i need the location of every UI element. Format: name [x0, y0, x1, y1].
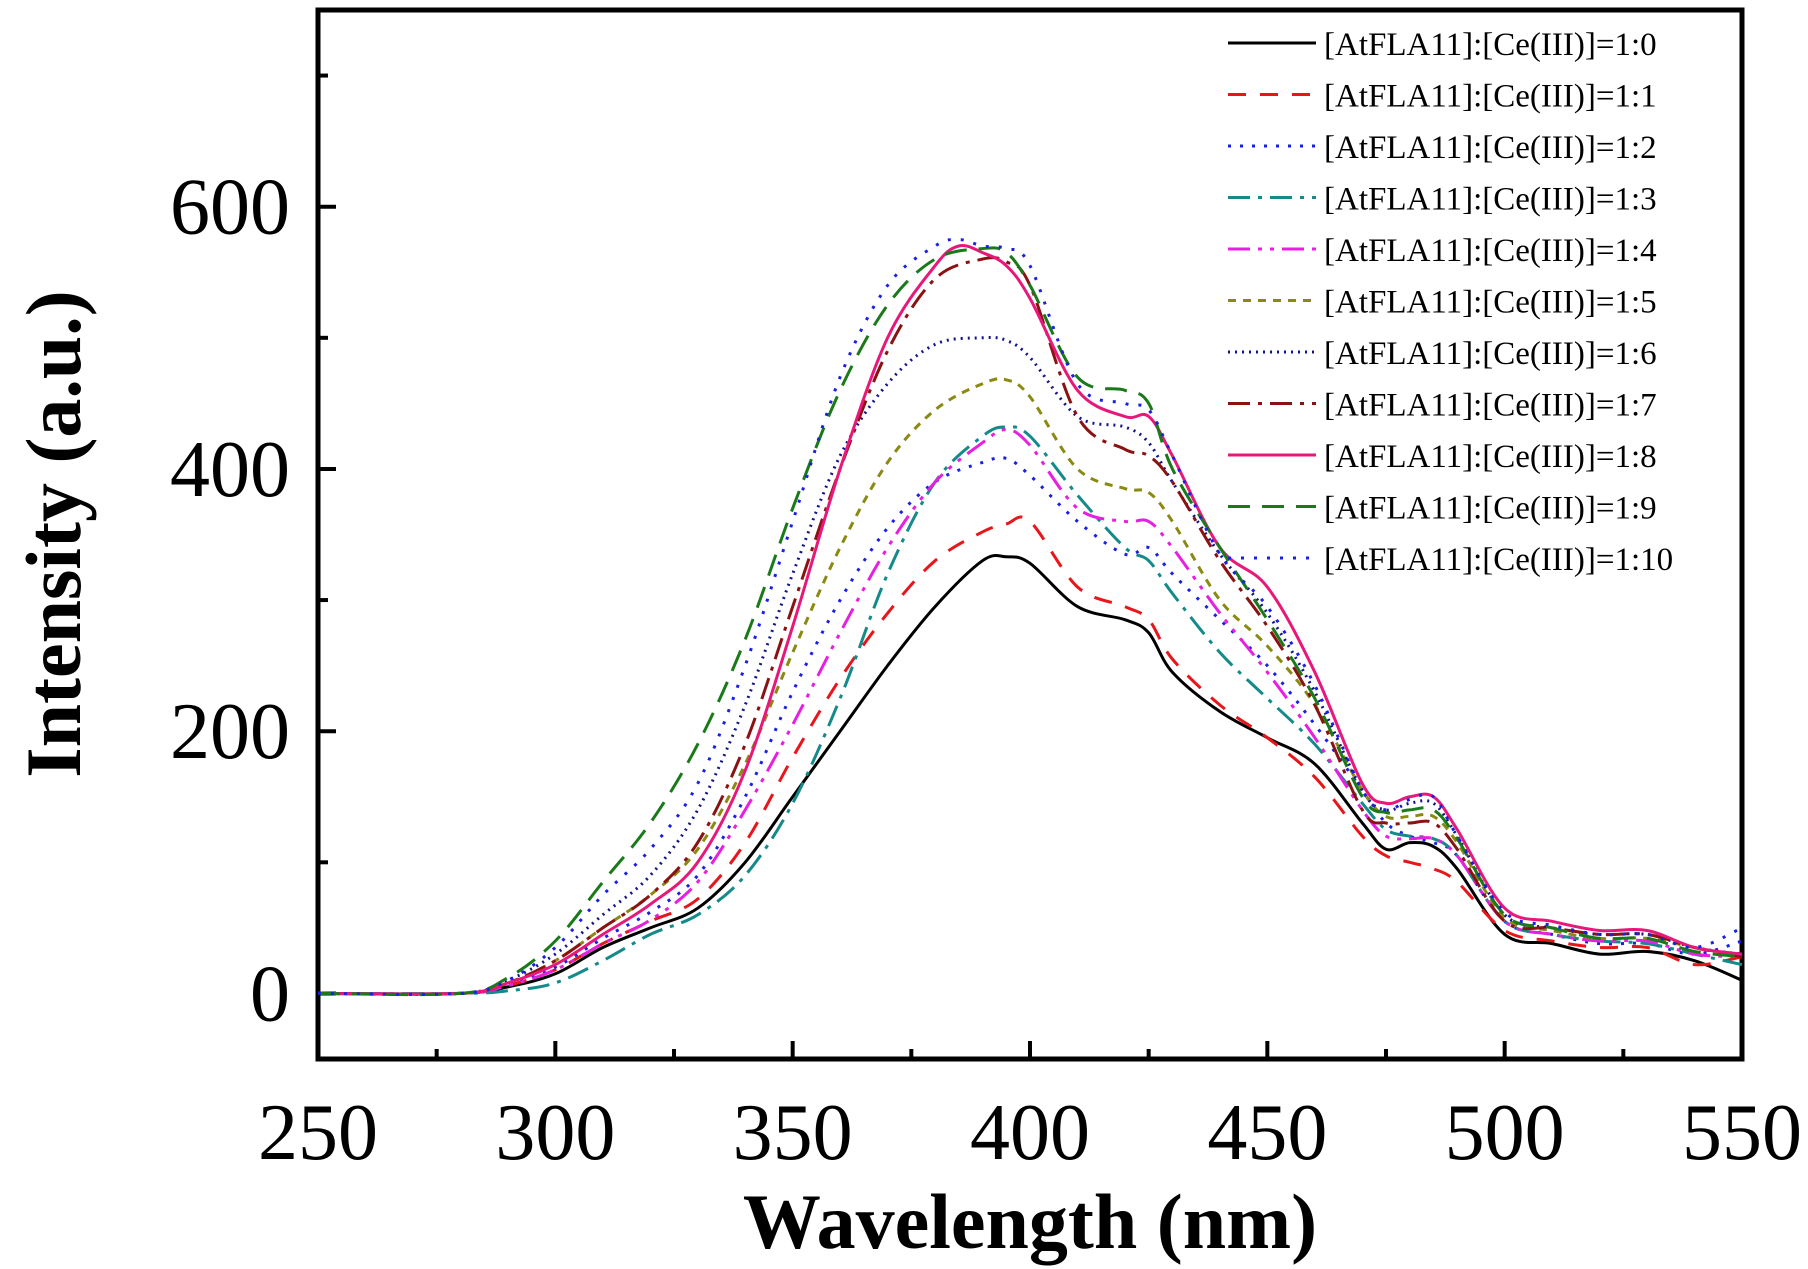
series-line-8 — [317, 244, 1743, 996]
series-line-7 — [317, 256, 1743, 996]
x-axis-title: Wavelength (nm) — [743, 1178, 1317, 1265]
series-line-3 — [317, 425, 1743, 996]
x-tick-label: 450 — [1207, 1089, 1327, 1177]
y-tick-label: 600 — [170, 164, 290, 252]
series-line-2 — [317, 456, 1743, 996]
x-tick-label: 400 — [970, 1089, 1090, 1177]
y-tick-label: 200 — [170, 688, 290, 776]
series-lines — [317, 237, 1743, 997]
x-tick-label: 500 — [1445, 1089, 1565, 1177]
legend-label-9: [AtFLA11]:[Ce(III)]=1:9 — [1324, 491, 1657, 527]
legend-label-6: [AtFLA11]:[Ce(III)]=1:6 — [1324, 336, 1657, 372]
series-line-1 — [317, 515, 1743, 996]
legend-label-0: [AtFLA11]:[Ce(III)]=1:0 — [1324, 27, 1657, 63]
x-tick-label: 300 — [495, 1089, 615, 1177]
x-tick-label: 350 — [733, 1089, 853, 1177]
legend: [AtFLA11]:[Ce(III)]=1:0 [AtFLA11]:[Ce(III… — [1228, 27, 1673, 578]
legend-label-3: [AtFLA11]:[Ce(III)]=1:3 — [1324, 182, 1657, 218]
y-tick-label: 0 — [250, 950, 290, 1038]
legend-label-10: [AtFLA11]:[Ce(III)]=1:10 — [1324, 542, 1673, 578]
plot-frame — [315, 7, 1745, 1062]
legend-label-8: [AtFLA11]:[Ce(III)]=1:8 — [1324, 439, 1657, 475]
legend-label-1: [AtFLA11]:[Ce(III)]=1:1 — [1324, 79, 1657, 115]
series-line-0 — [317, 553, 1743, 996]
legend-label-7: [AtFLA11]:[Ce(III)]=1:7 — [1324, 388, 1657, 424]
y-axis-title: Intensity (a.u.) — [10, 290, 97, 778]
legend-label-2: [AtFLA11]:[Ce(III)]=1:2 — [1324, 130, 1657, 166]
legend-label-5: [AtFLA11]:[Ce(III)]=1:5 — [1324, 285, 1657, 321]
series-line-9 — [317, 246, 1743, 997]
legend-label-4: [AtFLA11]:[Ce(III)]=1:4 — [1324, 233, 1657, 269]
x-tick-label: 250 — [258, 1089, 378, 1177]
x-tick-label: 550 — [1682, 1089, 1802, 1177]
y-tick-label: 400 — [170, 426, 290, 514]
axis-tick-labels: 250 300 350 400 450 500 550 0 200 400 600 — [170, 164, 1802, 1177]
